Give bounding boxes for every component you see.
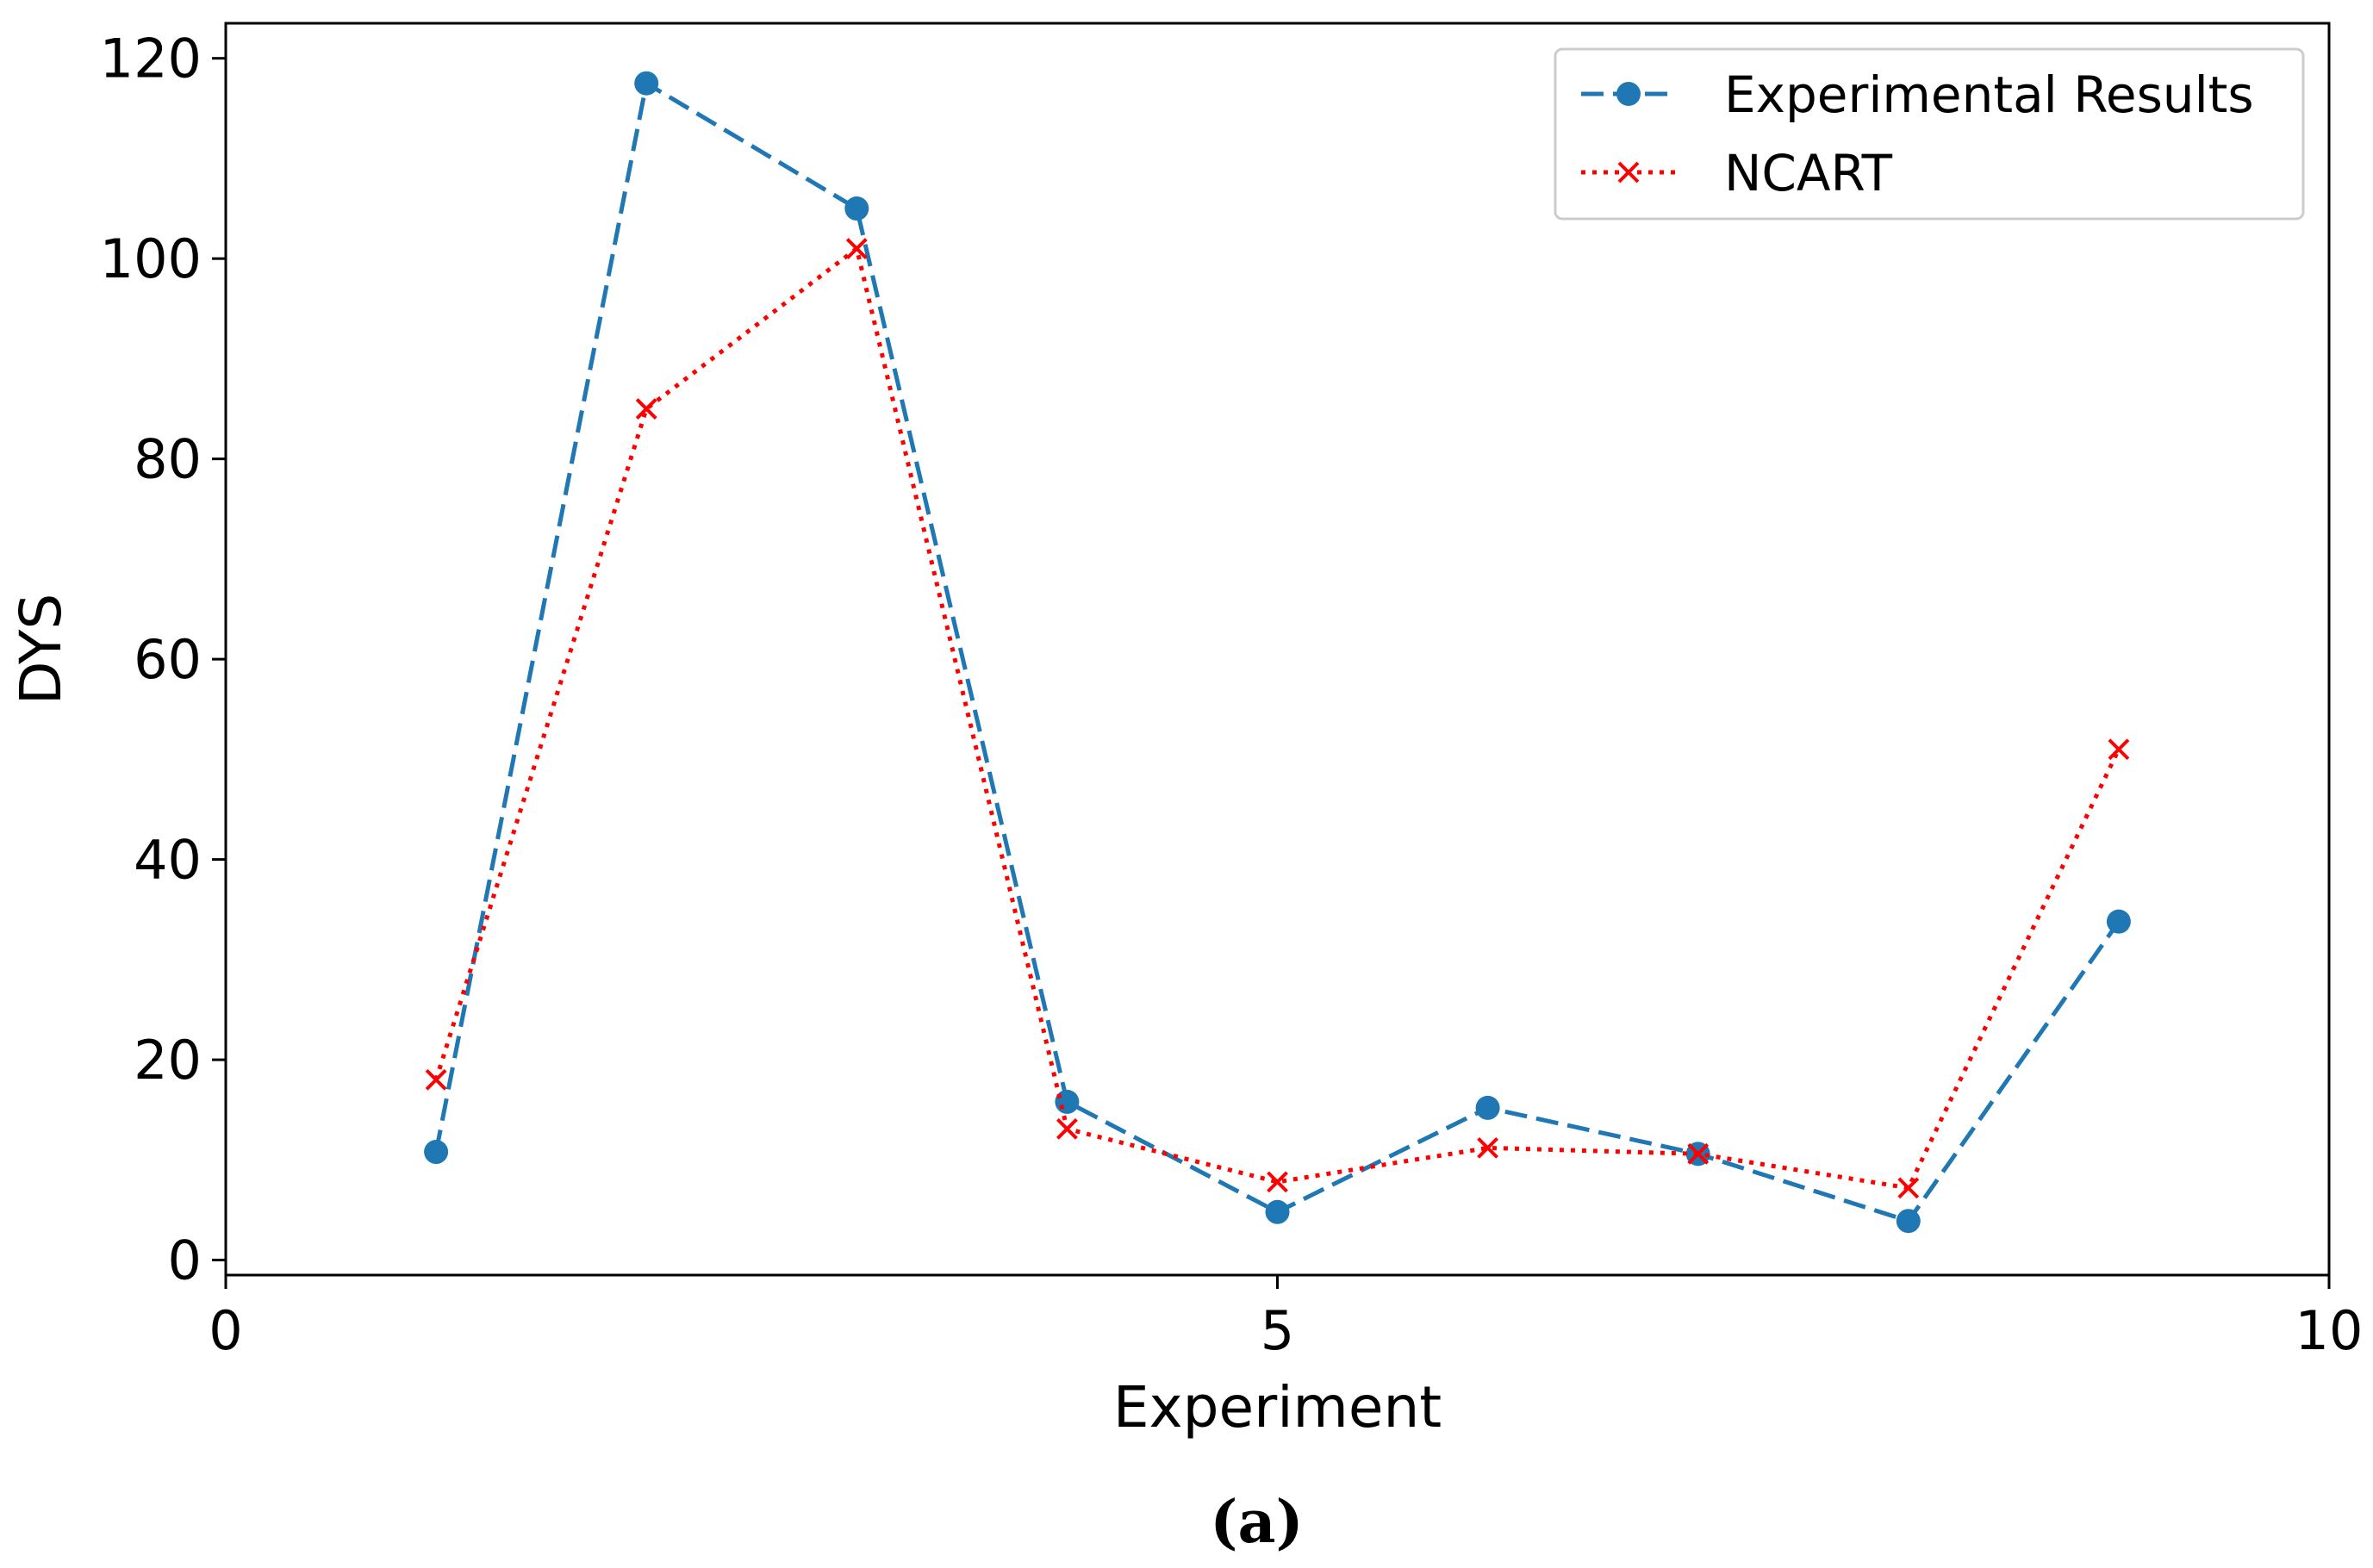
x-marker-stroke <box>1056 1117 1078 1140</box>
legend-box <box>1554 47 2305 221</box>
data-point <box>1056 1117 1078 1140</box>
x-marker-stroke <box>1477 1136 1499 1159</box>
data-point <box>1055 1089 1080 1114</box>
x-marker-stroke <box>2108 738 2130 761</box>
y-tick-label: 20 <box>134 1029 202 1092</box>
data-point <box>1477 1136 1499 1159</box>
y-tick-label: 40 <box>134 829 202 892</box>
x-marker-stroke <box>1897 1177 1920 1199</box>
x-marker-stroke <box>1687 1142 1710 1165</box>
legend-marker <box>1617 161 1640 184</box>
x-marker-stroke <box>425 1068 447 1091</box>
figure-caption: (a) <box>1210 1488 1303 1557</box>
x-marker-stroke <box>1617 161 1640 184</box>
y-tick-label: 80 <box>134 428 202 491</box>
series-experimental-results <box>424 71 2131 1234</box>
legend: Experimental Results NCART <box>1554 47 2305 221</box>
y-tick-label: 100 <box>100 227 202 290</box>
legend-label: NCART <box>1724 144 1893 202</box>
y-tick-label: 60 <box>134 628 202 691</box>
data-point <box>635 398 657 420</box>
data-point <box>425 1068 447 1091</box>
data-point <box>845 238 868 259</box>
x-tick-label: 5 <box>1261 1299 1294 1362</box>
x-marker-stroke <box>845 238 868 259</box>
legend-label: Experimental Results <box>1724 65 2254 124</box>
data-point <box>1897 1177 1920 1199</box>
y-tick-label: 120 <box>100 28 202 90</box>
data-point <box>2108 738 2130 761</box>
legend-marker <box>1616 82 1641 106</box>
data-point <box>844 196 869 221</box>
x-tick-label: 10 <box>2295 1299 2364 1362</box>
data-point <box>634 71 659 96</box>
x-marker-stroke <box>1267 1171 1288 1193</box>
y-axis-label: DYS <box>8 594 74 705</box>
x-tick-label: 0 <box>209 1299 242 1362</box>
data-point <box>2106 909 2131 934</box>
series-ncart <box>425 238 2130 1199</box>
data-point <box>1267 1171 1288 1193</box>
legend-entry: NCART <box>1581 144 1893 202</box>
x-axis-ticks: 0 5 10 <box>209 1275 2363 1362</box>
y-tick-label: 0 <box>168 1229 202 1292</box>
x-axis-label: Experiment <box>1113 1374 1442 1440</box>
data-point <box>424 1140 449 1165</box>
series-line <box>433 79 2121 1224</box>
data-point <box>1687 1142 1710 1165</box>
legend-entry: Experimental Results <box>1581 65 2254 124</box>
data-point <box>1475 1095 1500 1120</box>
data-point <box>1896 1209 1921 1234</box>
y-axis-ticks: 0 20 40 60 80 100 120 <box>100 28 226 1292</box>
x-marker-stroke <box>635 398 657 420</box>
data-point <box>1265 1199 1290 1224</box>
series-line <box>433 245 2121 1191</box>
